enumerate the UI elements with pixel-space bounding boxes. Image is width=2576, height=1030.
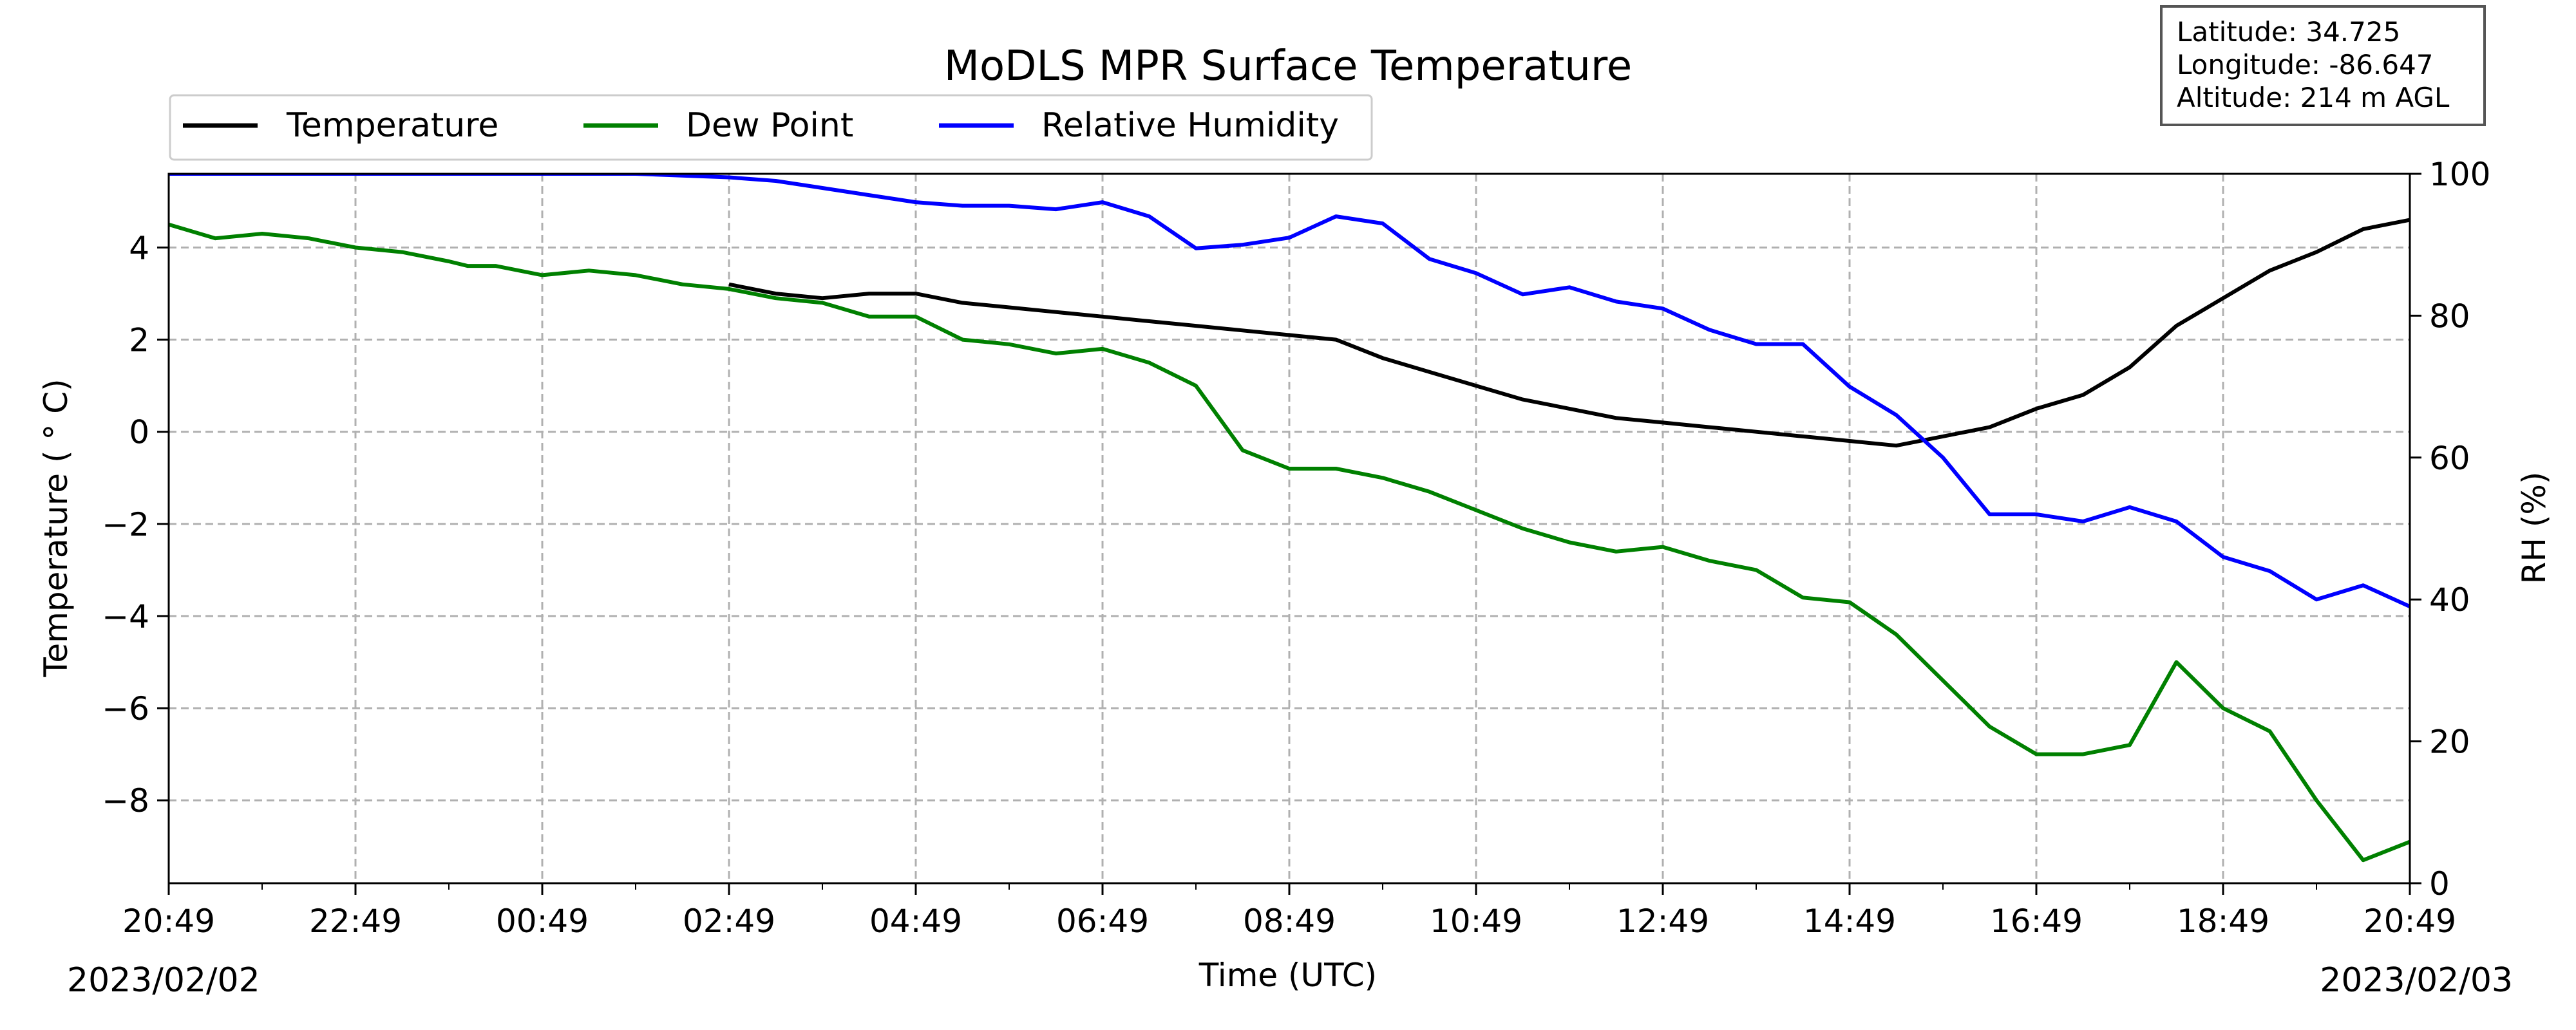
series-line-temperature: [728, 218, 2410, 448]
y-tick-label: −2: [102, 506, 149, 543]
info-box-frame: [2160, 5, 2486, 126]
y-tick-label: 4: [129, 229, 149, 267]
x-tick-label: 10:49: [1430, 903, 1522, 940]
y2-tick-label: 0: [2429, 865, 2450, 903]
y2-tick-label: 40: [2429, 581, 2470, 619]
series-line-dew-point: [169, 222, 2410, 863]
series-line-relative-humidity: [169, 174, 2410, 608]
x-tick-label: 04:49: [869, 903, 962, 940]
y-tick-label: −6: [102, 690, 149, 727]
x-axis-label: Time (UTC): [1198, 957, 1377, 994]
y2-tick-label: 60: [2429, 440, 2470, 477]
y2-tick-label: 20: [2429, 724, 2470, 761]
y2-tick-label: 80: [2429, 297, 2470, 335]
legend-frame: [169, 94, 1373, 161]
legend-dewpoint-label: Dew Point: [686, 106, 853, 145]
y-tick-label: −4: [102, 598, 149, 635]
legend-rh-label: Relative Humidity: [1041, 106, 1339, 145]
y-tick-label: 0: [129, 414, 149, 451]
y-axis-label: Temperature ( ° C): [37, 379, 75, 677]
grid-lines: [169, 174, 2410, 883]
x-tick-label: 16:49: [1990, 903, 2083, 940]
info-longitude: Longitude: -86.647: [2177, 49, 2434, 80]
start-date-label: 2023/02/02: [67, 961, 260, 1000]
axes: 20:49 22:49 00:49 02:49 04:49 06:49 08:49 10:49…: [102, 156, 2490, 940]
series-lines: [169, 174, 2410, 863]
x-tick-label: 20:49: [122, 903, 215, 940]
x-tick-label: 18:49: [2177, 903, 2269, 940]
info-box: Latitude: 34.725 Longitude: -86.647 Alti…: [2160, 5, 2486, 126]
x-tick-label: 22:49: [309, 903, 402, 940]
y2-axis-label: RH (%): [2515, 472, 2553, 585]
x-tick-label: 08:49: [1243, 903, 1336, 940]
x-tick-label: 02:49: [683, 903, 775, 940]
x-tick-label: 20:49: [2363, 903, 2456, 940]
x-tick-label: 00:49: [496, 903, 589, 940]
x-tick-label: 06:49: [1056, 903, 1149, 940]
legend: Temperature Dew Point Relative Humidity: [169, 94, 1373, 161]
end-date-label: 2023/02/03: [2320, 961, 2513, 1000]
info-latitude: Latitude: 34.725: [2177, 16, 2400, 48]
chart-title: MoDLS MPR Surface Temperature: [944, 42, 1632, 90]
y2-tick-label: 100: [2429, 156, 2490, 193]
x-tick-label: 12:49: [1616, 903, 1709, 940]
legend-temperature-label: Temperature: [286, 106, 498, 145]
x-tick-label: 14:49: [1803, 903, 1896, 940]
y-tick-label: 2: [129, 322, 149, 359]
y-tick-label: −8: [102, 782, 149, 819]
info-altitude: Altitude: 214 m AGL: [2177, 82, 2450, 113]
